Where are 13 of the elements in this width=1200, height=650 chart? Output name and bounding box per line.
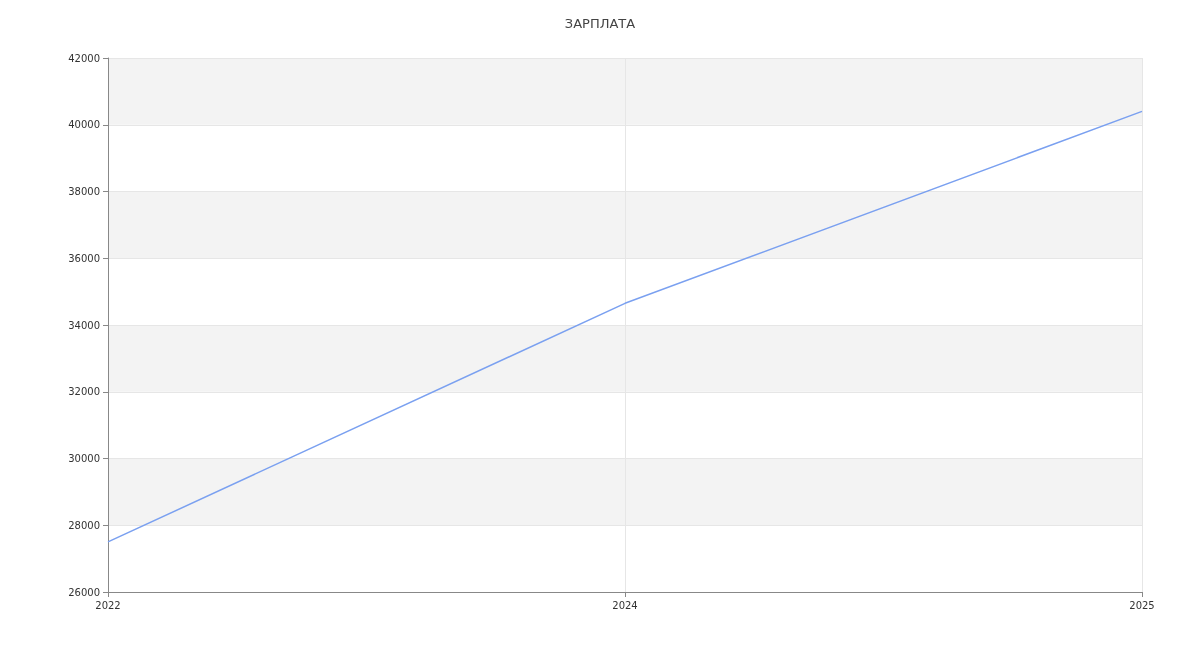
y-tick-label: 42000	[68, 52, 100, 64]
y-tick-label: 36000	[68, 252, 100, 264]
y-tick-label: 34000	[68, 319, 100, 331]
x-tick-label: 2025	[1129, 599, 1155, 611]
x-tick-label: 2022	[95, 599, 121, 611]
y-tick-label: 40000	[68, 119, 100, 131]
y-tick-label: 26000	[68, 586, 100, 598]
chart-title: ЗАРПЛАТА	[564, 16, 636, 31]
y-tick-label: 38000	[68, 186, 100, 197]
x-tick-label: 2024	[612, 599, 638, 611]
y-tick-label: 28000	[68, 519, 100, 531]
y-tick-label: 30000	[68, 453, 100, 464]
y-tick-label: 32000	[68, 386, 100, 398]
